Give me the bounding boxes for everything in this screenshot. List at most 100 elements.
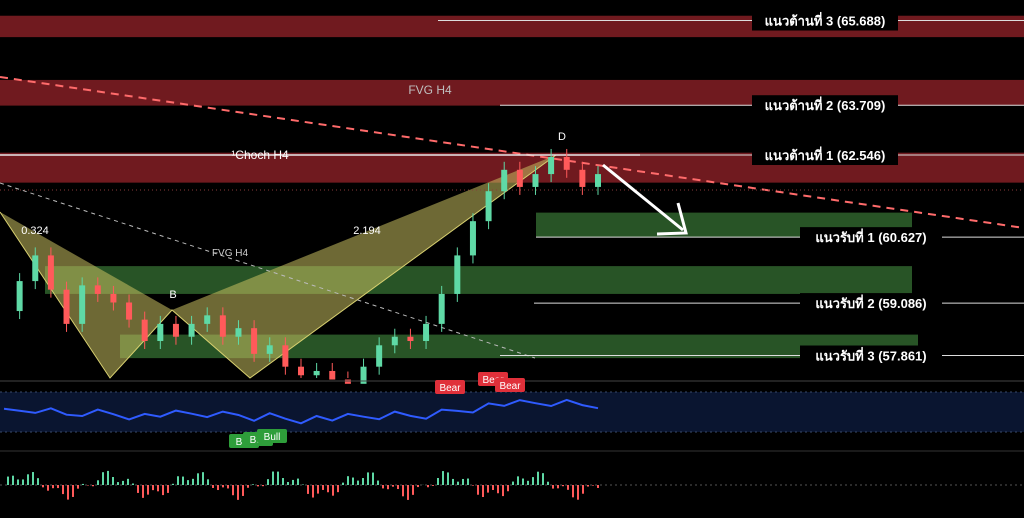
histogram-bar [277,471,279,485]
candle-body [360,366,367,384]
histogram-bar [107,470,109,485]
histogram-bar [297,478,299,485]
candle-body [595,174,601,187]
histogram-bar [312,485,314,498]
histogram-bar [252,484,254,485]
candle-body [204,315,211,324]
support-label-bg [800,293,942,314]
histogram-bar [407,485,409,500]
candle-body [329,370,336,380]
histogram-bar [272,471,274,485]
candle-body [251,328,258,354]
candle-body [235,328,242,337]
histogram-bar [102,472,104,485]
histogram-bar [492,485,494,490]
histogram-bar [497,485,499,494]
rsi-panel [0,391,1024,433]
histogram-bar [487,485,489,493]
histogram-bar [557,485,559,489]
histogram-bar [582,485,584,494]
candle-body [32,255,39,282]
rsi-band [0,392,1024,432]
histogram-bar [32,472,34,485]
histogram-bar [337,485,339,493]
candle-body [47,255,54,290]
bear-badge [495,378,525,392]
histogram-bar [137,485,139,493]
histogram-bar [427,485,429,488]
histogram-bar [172,483,174,485]
histogram-bar [547,481,549,485]
choch-label: ¹Choch H4 [231,148,289,162]
histogram-bar [222,485,224,488]
histogram-bar [242,485,244,496]
level-lines: แนวต้านที่ 3 (65.688) แนวต้านที่ 2 (63.70… [438,10,1024,366]
histogram-bar [112,477,114,485]
histogram-bar [62,485,64,495]
histogram-bar [72,485,74,497]
candle-body [579,169,586,187]
histogram-bar [382,485,384,489]
histogram-bar [552,485,554,489]
candle-body [282,345,289,367]
resistance-label-bg [752,10,898,31]
histogram-bar [402,485,404,497]
harmonic-outline [0,154,557,379]
histogram-bar [362,478,364,485]
candle-body [141,319,148,342]
histogram-bar [417,485,419,488]
histogram-bar [52,485,54,489]
histogram-bar [27,474,29,485]
rsi-badges: BullBullBullBearBearBear [229,372,525,448]
candle-body [438,293,445,324]
bull-badge [257,429,287,443]
histogram-bar [532,477,534,485]
candle-body [313,370,320,376]
candle-body [501,169,508,192]
histogram-bar [597,485,599,488]
histogram-bar [37,478,39,485]
candle-body [423,323,430,342]
candle-body [79,285,86,324]
histogram-bar [317,485,319,494]
candlestick-series [16,148,601,384]
histogram-bar [372,472,374,485]
histogram-bar [377,480,379,485]
histogram-bar [177,476,179,485]
bear-badge-label: Bear [499,381,521,392]
histogram-bar [182,476,184,485]
resistance-level-label: แนวต้านที่ 2 (63.709) [765,96,886,113]
candle-body [469,221,476,256]
histogram-bar [472,485,474,486]
ratio-mid-label: 2.194 [353,225,381,237]
ratio-left-label: 0.324 [21,225,49,237]
support-level-label: แนวรับที่ 2 (59.086) [815,294,926,311]
histogram-bar [262,485,264,487]
histogram-bar [82,483,84,485]
fvg-h4-top-label: FVG H4 [408,83,452,97]
histogram-bar [122,480,124,485]
bear-badge [435,380,465,394]
histogram-bar [432,485,434,486]
histogram-bar [577,485,579,500]
support-level-label: แนวรับที่ 1 (60.627) [815,228,926,245]
candle-body [516,169,523,187]
histogram-bar [452,478,454,485]
histogram-bar [587,485,589,487]
histogram-bar [157,485,159,492]
candle-body [172,323,179,337]
histogram-bar [257,485,259,487]
histogram-bar [327,485,329,493]
histogram-bar [117,482,119,485]
candle-body [407,336,414,342]
histogram-bar [127,478,129,485]
histogram-bar [567,485,569,490]
histogram-bar [92,485,94,487]
resistance-level-label: แนวต้านที่ 3 (65.688) [765,12,886,29]
histogram-bar [17,479,19,485]
histogram-bar [397,485,399,490]
support-label-bg [800,227,942,248]
histogram-bar [542,473,544,485]
